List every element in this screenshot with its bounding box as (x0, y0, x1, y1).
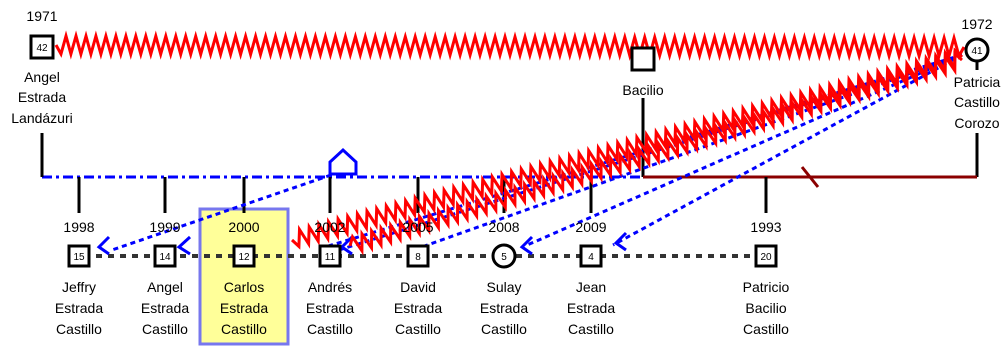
name-line: Estrada (141, 300, 189, 316)
birth-year: 2005 (402, 219, 433, 235)
name-line: Corozo (954, 115, 999, 131)
pentagon-house-icon (328, 147, 358, 176)
name-line: Carlos (224, 279, 264, 295)
conflict-lines (54, 30, 966, 256)
birth-year: 1999 (149, 219, 180, 235)
person-bacilio: Bacilio (622, 46, 664, 98)
name-line: Angel (147, 279, 183, 295)
name-line: Angel (24, 69, 60, 85)
separation-mark (800, 166, 820, 188)
age: 42 (36, 43, 48, 54)
square-icon (232, 244, 256, 268)
name-line: Estrada (220, 300, 268, 316)
birth-year: 2009 (575, 219, 606, 235)
circle-icon (491, 243, 517, 269)
birth-year: 1993 (750, 219, 781, 235)
square-icon (630, 46, 656, 72)
name-line: Estrada (18, 89, 66, 105)
age: 20 (760, 252, 772, 263)
name-line: Jeffry (62, 279, 96, 295)
name-line: Estrada (55, 300, 103, 316)
birth-year: 2008 (488, 219, 519, 235)
conflict-line-patricia-andres (348, 50, 963, 256)
age: 41 (971, 46, 983, 57)
conflict-line-patricia-carlos (290, 47, 964, 250)
name-line: Landázuri (11, 110, 73, 126)
age: 15 (73, 252, 85, 263)
name-line: Estrada (480, 300, 528, 316)
name-line: Castillo (481, 321, 527, 337)
age: 8 (415, 252, 421, 263)
person-angel-sr: 1971 42 Angel Estrada Landázuri (11, 8, 73, 126)
square-icon (67, 244, 91, 268)
birth-year: 2002 (314, 219, 345, 235)
name-line: Castillo (142, 321, 188, 337)
age: 11 (325, 252, 336, 263)
square-icon (579, 244, 603, 268)
circle-icon (964, 37, 990, 63)
person-patricia: 1972 41 Patricia Castillo Corozo (954, 16, 1001, 131)
square-icon (318, 244, 342, 268)
name-line: Castillo (568, 321, 614, 337)
index-person-highlight (198, 207, 290, 346)
birth-year: 2000 (228, 219, 259, 235)
age: 5 (501, 252, 507, 263)
person-patricio: 1993 20 Patricio Bacilio Castillo (743, 219, 790, 337)
name-line: Estrada (567, 300, 615, 316)
name-line: Estrada (394, 300, 442, 316)
relation-arrowheads (96, 231, 628, 256)
name-line: Castillo (307, 321, 353, 337)
square-icon (29, 34, 55, 60)
person-carlos: 2000 12 Carlos Estrada Castillo (220, 219, 268, 337)
name-line: David (400, 279, 436, 295)
person-jeffry: 1998 15 Jeffry Estrada Castillo (55, 219, 103, 337)
name-line: Patricia (954, 74, 1001, 90)
person-andres: 2002 11 Andrés Estrada Castillo (306, 219, 354, 337)
person-jean: 2009 4 Jean Estrada Castillo (567, 219, 615, 337)
name-line: Castillo (743, 321, 789, 337)
name-line: Jean (576, 279, 606, 295)
name-line: Estrada (306, 300, 354, 316)
conflict-line-angel-patricia (54, 30, 966, 62)
birth-year: 1972 (961, 16, 992, 32)
name-line: Sulay (486, 279, 521, 295)
name-line: Castillo (954, 94, 1000, 110)
age: 14 (159, 252, 171, 263)
age: 12 (238, 252, 250, 263)
name-line: Andrés (308, 279, 352, 295)
name-line: Castillo (395, 321, 441, 337)
birth-year: 1971 (26, 8, 57, 24)
name-line: Castillo (221, 321, 267, 337)
person-david: 2005 8 David Estrada Castillo (394, 219, 442, 337)
birth-year: 1998 (63, 219, 94, 235)
name-line: Patricio (743, 279, 790, 295)
person-sulay: 2008 5 Sulay Estrada Castillo (480, 219, 528, 337)
age: 4 (588, 252, 594, 263)
name-line: Bacilio (622, 82, 663, 98)
name-line: Bacilio (745, 300, 786, 316)
square-icon (153, 244, 177, 268)
square-icon (406, 244, 430, 268)
square-icon (754, 244, 778, 268)
person-angel-jr: 1999 14 Angel Estrada Castillo (141, 219, 189, 337)
name-line: Castillo (56, 321, 102, 337)
